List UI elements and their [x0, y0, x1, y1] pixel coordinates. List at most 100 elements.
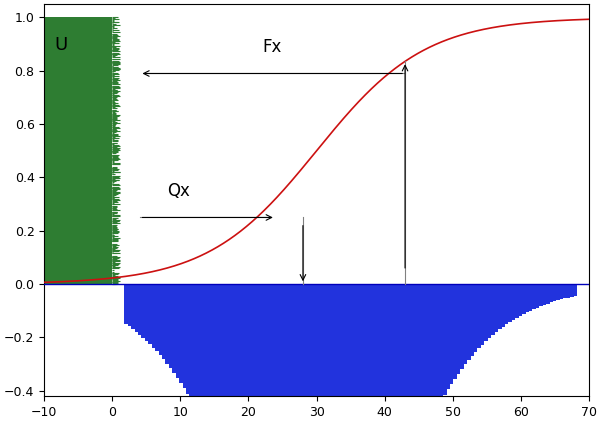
Bar [261, 284, 265, 423]
Bar [237, 284, 241, 423]
Bar [162, 284, 165, 359]
Bar [505, 284, 508, 324]
Bar [268, 284, 272, 423]
Bar [320, 284, 323, 423]
Bar [296, 284, 299, 423]
Bar [145, 284, 148, 341]
Bar [231, 284, 234, 423]
Bar [423, 284, 426, 423]
Bar [406, 284, 409, 423]
Bar [258, 284, 261, 423]
Text: Fx: Fx [262, 38, 281, 56]
Bar [519, 284, 522, 316]
Bar [183, 284, 186, 388]
Bar [395, 284, 398, 423]
Bar [207, 284, 210, 423]
Bar [302, 284, 306, 423]
Bar [127, 284, 131, 327]
Bar [567, 284, 570, 298]
Bar [326, 284, 330, 423]
Bar [282, 284, 285, 423]
Bar [368, 284, 371, 423]
Bar [265, 284, 268, 423]
Bar [515, 284, 519, 318]
Bar [323, 284, 326, 423]
Bar [488, 284, 491, 338]
Bar [248, 284, 251, 423]
Bar [467, 284, 471, 360]
Bar [539, 284, 543, 306]
Bar [398, 284, 402, 423]
Bar [477, 284, 481, 348]
Bar [347, 284, 350, 423]
Bar [227, 284, 231, 423]
Bar [426, 284, 430, 423]
Bar [213, 284, 217, 423]
Bar [155, 284, 159, 351]
Bar [501, 284, 505, 327]
Bar [244, 284, 248, 423]
Bar [419, 284, 423, 423]
Bar [416, 284, 419, 423]
Bar [491, 284, 495, 335]
Bar [371, 284, 374, 423]
Bar [344, 284, 347, 423]
Bar [450, 284, 454, 384]
Text: U: U [55, 36, 68, 54]
Bar [392, 284, 395, 423]
Bar [179, 284, 183, 383]
Bar [278, 284, 282, 423]
Bar [272, 284, 275, 423]
Bar [495, 284, 498, 332]
Bar [299, 284, 302, 423]
Bar [165, 284, 169, 364]
Bar [275, 284, 279, 423]
Bar [169, 284, 172, 368]
Bar [532, 284, 536, 309]
Bar [224, 284, 227, 423]
Bar [340, 284, 344, 423]
Bar [151, 284, 155, 348]
Bar [385, 284, 388, 423]
Bar [436, 284, 440, 407]
Bar [135, 284, 138, 332]
Bar [159, 284, 162, 355]
Bar [197, 284, 200, 412]
Bar [220, 284, 224, 423]
Bar [354, 284, 358, 423]
Bar [402, 284, 406, 423]
Bar [464, 284, 467, 364]
Bar [412, 284, 416, 423]
Bar [440, 284, 443, 401]
Bar [453, 284, 457, 379]
Bar [573, 284, 577, 296]
Bar [481, 284, 484, 345]
Bar [131, 284, 135, 329]
Bar [337, 284, 340, 423]
Bar [200, 284, 203, 419]
Bar [217, 284, 221, 423]
Bar [525, 284, 529, 312]
Bar [255, 284, 258, 423]
Text: Qx: Qx [167, 182, 190, 200]
Bar [378, 284, 382, 423]
Bar [409, 284, 412, 423]
Bar [310, 284, 313, 423]
Bar [471, 284, 474, 356]
Bar [529, 284, 532, 310]
Bar [241, 284, 244, 423]
Bar [433, 284, 436, 413]
Bar [210, 284, 213, 423]
Bar [289, 284, 292, 423]
Bar [330, 284, 334, 423]
Bar [535, 284, 539, 308]
Bar [189, 284, 193, 400]
Bar [364, 284, 368, 423]
Bar [512, 284, 515, 320]
Bar [141, 284, 145, 338]
Bar [234, 284, 237, 423]
Bar [313, 284, 316, 423]
Bar [316, 284, 320, 423]
Bar [430, 284, 433, 420]
Bar [557, 284, 560, 300]
